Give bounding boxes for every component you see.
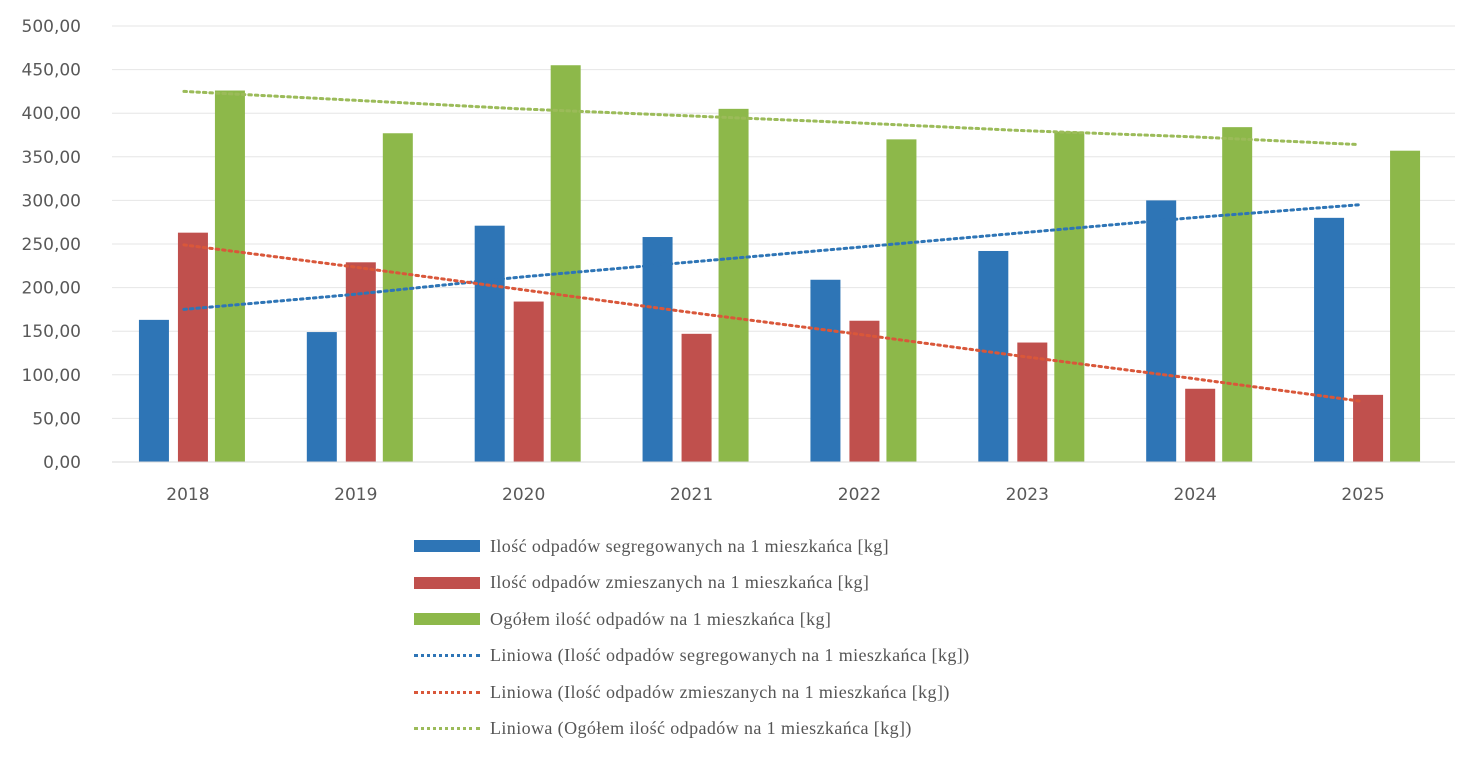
bar-series-3-2019 bbox=[382, 133, 413, 463]
x-tick-label: 2023 bbox=[1006, 485, 1049, 505]
y-tick-label: 500,00 bbox=[22, 17, 81, 37]
legend-item-4: Liniowa (Ilość odpadów segregowanych na … bbox=[414, 638, 970, 675]
bar-series-3-2022 bbox=[886, 139, 917, 463]
trendlines bbox=[182, 89, 1361, 403]
bar-series-1-2020 bbox=[474, 225, 505, 462]
bar-series-3-2021 bbox=[718, 108, 749, 462]
legend-label: Ilość odpadów zmieszanych na 1 mieszkańc… bbox=[490, 572, 870, 593]
legend: Ilość odpadów segregowanych na 1 mieszka… bbox=[414, 528, 970, 747]
bar-series-1-2023 bbox=[978, 250, 1009, 462]
legend-label: Liniowa (Ogółem ilość odpadów na 1 miesz… bbox=[490, 718, 912, 739]
trendline-2 bbox=[182, 243, 1361, 403]
trendline-1 bbox=[182, 203, 1361, 311]
y-tick-label: 450,00 bbox=[22, 61, 81, 81]
bar-series-1-2025 bbox=[1314, 217, 1345, 462]
legend-item-2: Ilość odpadów zmieszanych na 1 mieszkańc… bbox=[414, 565, 970, 602]
legend-item-1: Ilość odpadów segregowanych na 1 mieszka… bbox=[414, 528, 970, 565]
bar-series-2-2018 bbox=[177, 232, 208, 462]
bar-series-1-2018 bbox=[138, 319, 169, 462]
bar-series-1-2019 bbox=[306, 332, 337, 462]
x-tick-label: 2021 bbox=[670, 485, 713, 505]
legend-swatch bbox=[414, 727, 482, 731]
legend-swatch bbox=[414, 654, 482, 658]
bar-series-3-2023 bbox=[1054, 131, 1085, 462]
y-axis-ticks: 0,00 50,00 100,00 150,00 200,00 250,00 300,00 3… bbox=[22, 17, 81, 473]
bar-series-2-2025 bbox=[1353, 394, 1384, 462]
y-tick-label: 400,00 bbox=[22, 104, 81, 124]
bar-series-3-2018 bbox=[214, 90, 245, 462]
legend-swatch bbox=[414, 576, 482, 589]
bar-series-1-2024 bbox=[1146, 200, 1177, 462]
x-axis-ticks: 2018 2019 2020 2021 2022 2023 2024 2025 bbox=[166, 485, 1384, 505]
legend-label: Liniowa (Ilość odpadów segregowanych na … bbox=[490, 645, 970, 666]
legend-label: Ilość odpadów segregowanych na 1 mieszka… bbox=[490, 535, 890, 556]
y-tick-label: 350,00 bbox=[22, 148, 81, 168]
trendline-3 bbox=[182, 89, 1361, 147]
x-tick-label: 2020 bbox=[502, 485, 545, 505]
bar-series-2-2020 bbox=[513, 301, 544, 462]
legend-swatch bbox=[414, 613, 482, 626]
y-tick-label: 150,00 bbox=[22, 322, 81, 342]
bar-series-1-2021 bbox=[642, 237, 673, 462]
bar-series-2-2022 bbox=[849, 320, 880, 462]
y-tick-label: 0,00 bbox=[43, 453, 81, 473]
y-tick-label: 300,00 bbox=[22, 191, 81, 211]
legend-item-5: Liniowa (Ilość odpadów zmieszanych na 1 … bbox=[414, 674, 970, 711]
legend-swatch bbox=[414, 540, 482, 553]
bar-series-3-2025 bbox=[1390, 150, 1421, 463]
legend-item-3: Ogółem ilość odpadów na 1 mieszkańca [kg… bbox=[414, 601, 970, 638]
bar-series-3-2024 bbox=[1222, 127, 1253, 462]
y-tick-label: 250,00 bbox=[22, 235, 81, 255]
legend-item-6: Liniowa (Ogółem ilość odpadów na 1 miesz… bbox=[414, 711, 970, 748]
bar-series-3-2020 bbox=[550, 65, 581, 463]
legend-label: Liniowa (Ilość odpadów zmieszanych na 1 … bbox=[490, 681, 950, 702]
chart: 0,00 50,00 100,00 150,00 200,00 250,00 300,00 3… bbox=[22, 17, 1455, 505]
x-tick-label: 2024 bbox=[1174, 485, 1217, 505]
x-tick-label: 2019 bbox=[334, 485, 377, 505]
bar-series-2-2021 bbox=[681, 333, 712, 462]
y-tick-label: 50,00 bbox=[32, 409, 81, 429]
y-tick-label: 200,00 bbox=[22, 279, 81, 299]
x-tick-label: 2018 bbox=[166, 485, 209, 505]
legend-label: Ogółem ilość odpadów na 1 mieszkańca [kg… bbox=[490, 608, 832, 629]
bar-series-2-2024 bbox=[1185, 388, 1216, 462]
y-tick-label: 100,00 bbox=[22, 366, 81, 386]
x-tick-label: 2022 bbox=[838, 485, 881, 505]
bars bbox=[138, 65, 1421, 463]
bar-series-2-2019 bbox=[345, 262, 376, 462]
legend-swatch bbox=[414, 690, 482, 694]
x-tick-label: 2025 bbox=[1341, 485, 1384, 505]
bar-series-2-2023 bbox=[1017, 342, 1048, 462]
bar-series-1-2022 bbox=[810, 279, 841, 462]
